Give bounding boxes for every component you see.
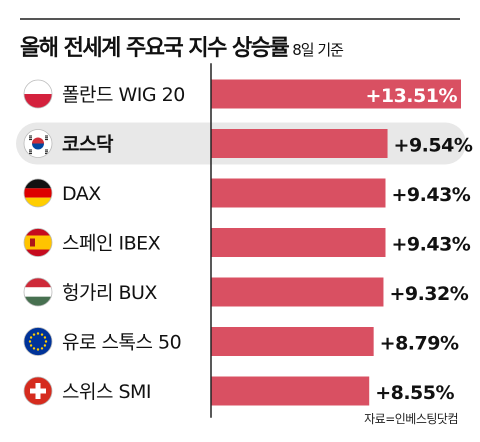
bar — [211, 277, 384, 307]
category-label: 코스닥 — [62, 134, 114, 156]
flag-red — [24, 249, 52, 257]
hungary-flag-icon — [24, 278, 52, 306]
poland-flag-icon — [24, 80, 52, 108]
flag-star — [32, 333, 36, 336]
flag-outline — [23, 79, 53, 109]
flag-white — [24, 287, 52, 297]
flag-trigram — [29, 151, 32, 153]
flag-outline — [23, 228, 53, 257]
bar — [211, 327, 374, 356]
value-label: +13.51% — [365, 85, 457, 107]
flag-star — [44, 340, 48, 343]
bar — [211, 79, 461, 109]
flag-trigram — [45, 137, 48, 139]
value-label: +8.79% — [380, 333, 459, 355]
bar — [211, 376, 370, 406]
flag-taeguk-red — [32, 137, 44, 144]
flag-trigram — [29, 137, 32, 139]
flag-star — [29, 344, 33, 347]
value-label: +8.55% — [375, 382, 454, 404]
flag-trigram — [29, 153, 32, 155]
flag-outline — [23, 327, 53, 356]
flag-star — [40, 333, 44, 336]
top-rule — [20, 18, 460, 20]
bar — [211, 228, 386, 257]
flag-outline — [23, 277, 53, 307]
flag-star — [36, 348, 40, 351]
flag-trigram — [45, 153, 48, 155]
germany-flag-icon — [24, 179, 52, 207]
flag-white — [24, 80, 52, 94]
flag-outline — [23, 178, 53, 208]
bar-row: 스페인 IBEX +9.43% — [23, 228, 471, 257]
flag-red — [24, 188, 52, 198]
flag-yellow — [24, 235, 52, 250]
flag-trigram — [45, 149, 48, 151]
flag-blue — [24, 327, 52, 356]
flag-red — [24, 94, 52, 108]
category-label: 헝가리 BUX — [62, 282, 157, 304]
flag-trigram — [45, 151, 48, 153]
flag-trigram — [29, 135, 32, 137]
value-label: +9.43% — [392, 184, 471, 206]
flag-red — [24, 228, 52, 236]
spain-flag-icon — [24, 228, 52, 257]
flag-star — [29, 336, 33, 339]
value-label: +9.54% — [394, 135, 473, 157]
category-label: DAX — [62, 183, 101, 205]
flag-outline — [23, 129, 53, 158]
flag-star — [36, 332, 40, 335]
flag-taeguk-blue — [32, 143, 44, 150]
flag-outline — [23, 376, 53, 406]
switzerland-flag-icon — [24, 377, 52, 405]
flag-green — [24, 296, 52, 306]
bar-row: 헝가리 BUX +9.32% — [23, 277, 469, 307]
bar-row: 유로 스톡스 50 +8.79% — [23, 327, 459, 356]
source-note: 자료=인베스팅닷컴 — [364, 412, 458, 426]
category-label: 스위스 SMI — [62, 381, 151, 403]
flag-trigram — [45, 135, 48, 137]
flag-trigram — [29, 149, 32, 151]
flag-star — [40, 347, 44, 350]
bar-row: 코스닥 +9.54% — [23, 129, 473, 158]
flag-star — [43, 336, 47, 339]
bar — [211, 178, 386, 208]
flag-trigram — [29, 139, 32, 141]
value-label: +9.32% — [389, 283, 468, 305]
category-label: 유로 스톡스 50 — [62, 332, 181, 354]
title-text: 올해 전세계 주요국 지수 상승률 — [20, 36, 290, 61]
bar-row: 폴란드 WIG 20 +13.51% — [23, 79, 461, 109]
flag-red — [24, 278, 52, 288]
bar — [211, 129, 388, 158]
flag-trigram — [45, 139, 48, 141]
eu-flag-icon — [24, 327, 52, 356]
bar-row: DAX +9.43% — [23, 178, 471, 208]
south-korea-flag-icon — [24, 129, 52, 158]
flag-star — [43, 344, 47, 347]
value-label: +9.43% — [392, 234, 471, 256]
category-label: 폴란드 WIG 20 — [62, 84, 185, 106]
category-label: 스페인 IBEX — [62, 233, 161, 255]
flag-cross-h — [30, 388, 46, 394]
flag-star — [28, 340, 32, 343]
flag-black — [24, 179, 52, 189]
flag-star — [32, 347, 36, 350]
flag-emblem — [30, 238, 35, 247]
bar-row: 스위스 SMI +8.55% — [23, 376, 455, 406]
flag-gold — [24, 197, 52, 207]
title-subtitle: 8일 기준 — [292, 41, 344, 59]
chart-title: 올해 전세계 주요국 지수 상승률 8일 기준 — [20, 30, 344, 62]
